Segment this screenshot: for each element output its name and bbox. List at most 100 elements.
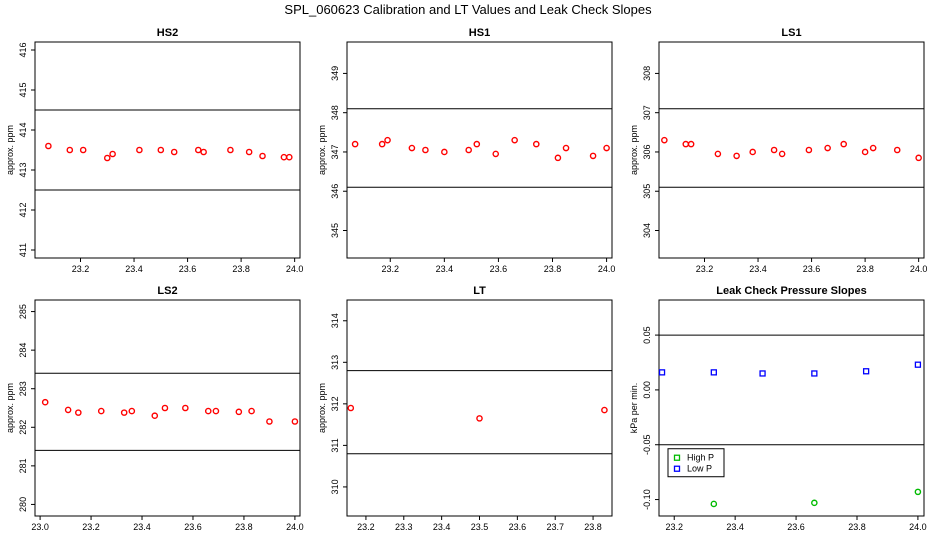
x-tick-label: 23.6 — [179, 264, 197, 274]
y-tick-label: 347 — [330, 144, 340, 159]
y-tick-label: 414 — [18, 122, 28, 137]
x-tick-label: 23.6 — [490, 264, 508, 274]
plot-frame — [346, 299, 613, 517]
data-point — [511, 136, 518, 144]
y-tick-label: 283 — [18, 381, 28, 396]
y-axis-label: kPa per min. — [629, 383, 639, 434]
data-point — [562, 144, 570, 152]
y-tick-label: 348 — [330, 105, 340, 120]
x-tick-label: 23.6 — [787, 522, 805, 532]
y-tick-label: 314 — [330, 313, 340, 328]
y-axis-label: approx. ppm — [317, 383, 327, 433]
x-tick-label: 23.8 — [584, 522, 602, 532]
x-tick-label: 24.0 — [909, 522, 927, 532]
x-tick-label: 23.5 — [471, 522, 489, 532]
x-tick-label: 23.2 — [381, 264, 399, 274]
data-point — [770, 146, 778, 154]
y-tick-label: 304 — [642, 223, 652, 238]
data-point — [103, 154, 111, 162]
y-tick-label: 285 — [18, 304, 28, 319]
chart-panel-1: HS2 23.2 23.4 23.6 23.8 24.0 411 412 413 414 415 41… — [5, 27, 303, 274]
plot-frame — [658, 41, 925, 259]
data-point — [658, 369, 666, 376]
x-tick-label: 23.0 — [31, 522, 49, 532]
data-point — [266, 418, 273, 425]
y-tick-label: 0.05 — [642, 326, 652, 344]
y-tick-label: -0.10 — [642, 489, 652, 510]
x-tick-label: 23.2 — [82, 522, 100, 532]
data-point — [759, 370, 766, 377]
data-point — [840, 140, 847, 148]
data-point — [861, 148, 869, 156]
data-point — [291, 418, 299, 425]
data-point — [161, 404, 169, 412]
x-tick-label: 23.2 — [696, 264, 714, 274]
data-point — [157, 146, 165, 154]
panel-title: LS1 — [781, 27, 801, 39]
data-point — [862, 368, 870, 375]
legend-box — [667, 448, 725, 478]
data-point — [682, 140, 690, 148]
data-point — [422, 146, 429, 154]
data-point — [914, 488, 922, 496]
plot-frame — [346, 41, 613, 259]
y-tick-label: 346 — [330, 184, 340, 199]
x-tick-label: 23.8 — [232, 264, 250, 274]
y-tick-label: 306 — [642, 144, 652, 159]
data-point — [259, 152, 266, 160]
data-point — [687, 140, 695, 148]
y-tick-label: 413 — [18, 162, 28, 177]
y-tick-label: 312 — [330, 396, 340, 411]
y-axis-label: approx. ppm — [629, 125, 639, 175]
chart-panel-4: LS2 23.0 23.2 23.4 23.6 23.8 24.0 280 281 282 283 2… — [5, 285, 304, 532]
plot-frame — [34, 41, 301, 259]
legend-marker — [673, 465, 681, 472]
chart-panel-5: LT 23.2 23.3 23.4 23.5 23.6 23.7 23.8 310 311 312 3… — [317, 285, 613, 532]
x-tick-label: 23.6 — [509, 522, 527, 532]
x-tick-label: 23.4 — [726, 522, 744, 532]
y-tick-label: -0.05 — [642, 434, 652, 455]
data-point — [120, 409, 128, 416]
panel-title: HS1 — [469, 27, 490, 39]
data-point — [408, 144, 416, 152]
data-point — [603, 144, 610, 152]
y-tick-label: 416 — [18, 42, 28, 57]
data-point — [170, 148, 178, 156]
data-point — [41, 398, 49, 406]
x-tick-label: 24.0 — [286, 522, 304, 532]
y-tick-label: 415 — [18, 82, 28, 97]
y-tick-label: 412 — [18, 202, 28, 217]
data-point — [204, 407, 212, 415]
x-tick-label: 23.4 — [436, 264, 454, 274]
legend-label: High P — [687, 453, 714, 463]
y-axis-label: approx. ppm — [317, 125, 327, 175]
y-tick-label: 313 — [330, 355, 340, 370]
x-tick-label: 23.4 — [433, 522, 451, 532]
data-point — [79, 146, 87, 154]
data-point — [66, 146, 74, 154]
y-axis-label: approx. ppm — [5, 125, 15, 175]
data-point — [714, 150, 722, 158]
data-point — [661, 136, 668, 144]
y-tick-label: 308 — [642, 66, 652, 81]
data-point — [136, 146, 143, 154]
data-point — [476, 415, 483, 422]
data-point — [893, 146, 901, 154]
data-point — [465, 146, 472, 154]
y-tick-label: 0.00 — [642, 381, 652, 399]
x-tick-label: 24.0 — [598, 264, 616, 274]
data-point — [532, 140, 540, 148]
y-axis-label: approx. ppm — [5, 383, 15, 433]
panels: HS2 23.2 23.4 23.6 23.8 24.0 411 412 413 414 415 41… — [5, 27, 927, 532]
data-point — [200, 148, 207, 156]
data-point — [182, 404, 189, 412]
x-tick-label: 23.2 — [357, 522, 375, 532]
y-tick-label: 310 — [330, 479, 340, 494]
data-point — [778, 150, 786, 158]
data-point — [589, 152, 597, 160]
y-tick-label: 284 — [18, 343, 28, 358]
data-point — [151, 412, 159, 420]
data-point — [441, 148, 448, 156]
x-tick-label: 23.2 — [665, 522, 683, 532]
